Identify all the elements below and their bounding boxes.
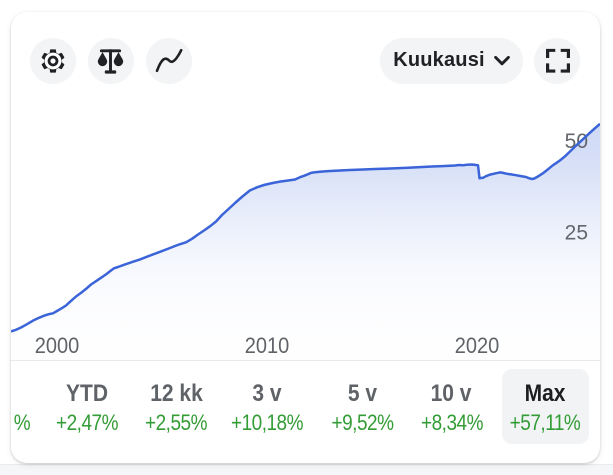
svg-text:50: 50 [565, 130, 588, 153]
svg-text:25: 25 [565, 222, 588, 245]
